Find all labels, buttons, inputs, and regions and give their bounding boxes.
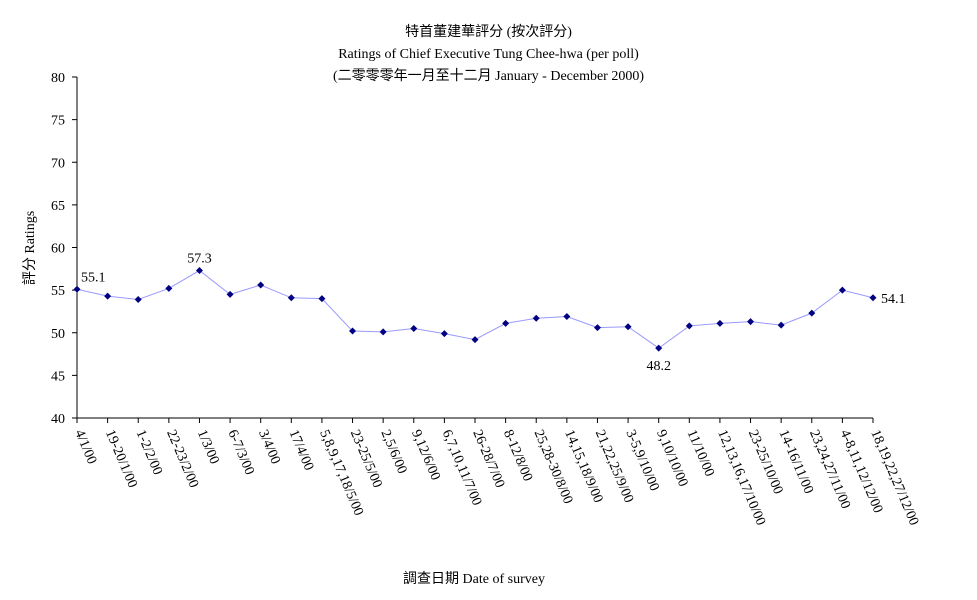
data-point: [471, 336, 479, 344]
chart-title-en: Ratings of Chief Executive Tung Chee-hwa…: [338, 47, 639, 62]
data-point: [869, 294, 877, 302]
data-label: 55.1: [81, 270, 106, 285]
x-tick-label: 1/3/00: [194, 428, 222, 467]
data-point: [134, 296, 142, 304]
data-point: [777, 321, 785, 329]
data-labels: 55.1 57.3 48.2 54.1: [81, 252, 906, 375]
chart-title-zh: 特首董建華評分 (按次評分): [405, 25, 572, 40]
data-point: [440, 330, 448, 338]
x-tick-label: 17/4/00: [286, 428, 317, 473]
data-point: [318, 295, 326, 303]
y-tick-label: 70: [51, 156, 65, 171]
x-tick-label: 11/10/00: [684, 428, 717, 479]
chart-axes: [72, 76, 874, 423]
data-point: [808, 309, 816, 317]
data-point: [349, 327, 357, 335]
x-axis-title: 調查日期 Date of survey: [403, 571, 545, 587]
x-tick-label: 6-7/3/00: [224, 428, 256, 478]
x-tick-label: 9,12/6/00: [408, 428, 443, 483]
y-axis-title: 評分 Ratings: [22, 211, 38, 285]
data-label: 48.2: [646, 359, 671, 374]
data-point: [104, 292, 112, 300]
data-point: [685, 322, 693, 330]
chart-subtitle: (二零零零年一月至十二月 January - December 2000): [332, 69, 645, 84]
x-tick-label: 1-2/2/00: [133, 428, 165, 478]
data-point: [410, 324, 418, 332]
x-tick-label: 8-12/8/00: [500, 428, 535, 484]
chart-title-block: 特首董建華評分 (按次評分) Ratings of Chief Executiv…: [0, 22, 977, 88]
data-point: [563, 313, 571, 321]
y-tick-labels: 40 45 50 55 60 65 70 75 80: [51, 71, 65, 427]
data-point: [747, 318, 755, 326]
y-tick-label: 75: [51, 114, 65, 129]
y-tick-label: 45: [51, 369, 65, 384]
data-point: [532, 314, 540, 322]
x-tick-label: 2,5/6/00: [377, 428, 409, 476]
data-label: 57.3: [187, 252, 212, 267]
data-point: [195, 267, 203, 275]
data-point: [655, 344, 663, 352]
y-tick-label: 40: [51, 412, 65, 427]
x-tick-labels: 4/1/00 19-20/1/001-2/2/0022-23/2/001/3/00…: [71, 428, 921, 528]
x-tick-label: 4/1/00: [71, 428, 99, 467]
y-tick-label: 50: [51, 327, 65, 342]
data-point: [73, 285, 81, 293]
data-point: [593, 324, 601, 332]
data-point: [165, 284, 173, 292]
y-tick-label: 55: [51, 284, 65, 299]
chart-series: [73, 267, 877, 352]
data-point: [716, 319, 724, 327]
y-tick-label: 65: [51, 199, 65, 214]
data-point: [502, 319, 510, 327]
data-point: [624, 323, 632, 331]
data-point: [379, 328, 387, 336]
data-point: [257, 281, 265, 289]
data-point: [226, 290, 234, 298]
y-tick-label: 60: [51, 242, 65, 257]
data-label: 54.1: [881, 292, 906, 307]
x-tick-label: 3/4/00: [255, 428, 283, 467]
data-point: [838, 286, 846, 294]
y-tick-label: 80: [51, 71, 65, 86]
data-point: [287, 294, 295, 302]
